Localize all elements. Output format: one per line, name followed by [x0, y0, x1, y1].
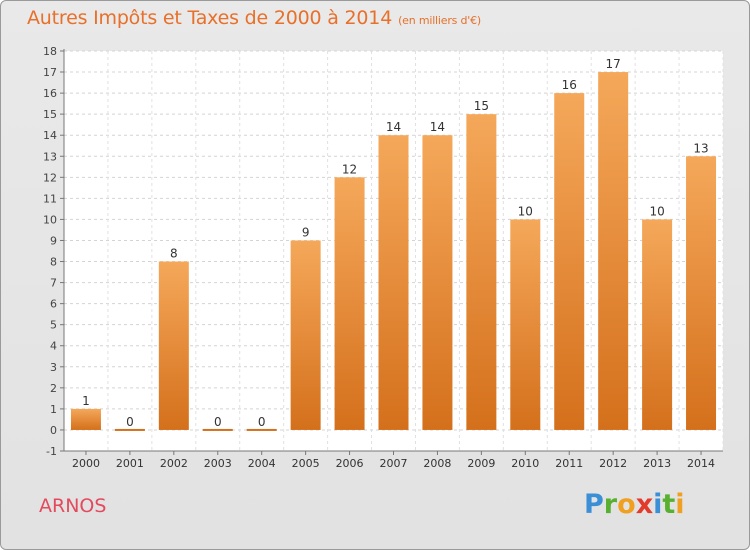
x-tick-label: 2009 [467, 457, 495, 470]
x-tick-label: 2011 [555, 457, 583, 470]
bar [202, 428, 233, 431]
bar [158, 261, 189, 430]
x-tick-label: 2010 [511, 457, 539, 470]
y-tick-label: -1 [46, 445, 57, 458]
bar-value-label: 0 [214, 415, 222, 429]
bar [598, 72, 629, 430]
y-tick-label: 2 [50, 382, 57, 395]
x-tick-label: 2004 [248, 457, 276, 470]
proxiti-logo: Proxiti [584, 489, 685, 520]
y-tick-label: 16 [43, 87, 57, 100]
bar-value-label: 15 [474, 99, 489, 113]
bar [334, 177, 365, 430]
bar [114, 428, 145, 431]
logo-letter: o [617, 489, 636, 520]
y-tick-label: 15 [43, 108, 57, 121]
x-tick-label: 2001 [116, 457, 144, 470]
x-tick-label: 2007 [380, 457, 408, 470]
y-tick-label: 1 [50, 403, 57, 416]
x-tick-label: 2006 [336, 457, 364, 470]
y-tick-label: 12 [43, 171, 57, 184]
bar [290, 240, 321, 430]
logo-letter: t [662, 489, 676, 520]
logo-letter: x [635, 489, 654, 520]
x-tick-label: 2005 [292, 457, 320, 470]
y-tick-label: 18 [43, 45, 57, 58]
bar-value-label: 14 [430, 120, 445, 134]
bar-value-label: 0 [258, 415, 266, 429]
logo-letter: r [603, 489, 618, 520]
bar-value-label: 17 [606, 57, 621, 71]
bar [422, 135, 453, 430]
bar [378, 135, 409, 430]
title-text: Autres Impôts et Taxes de 2000 à 2014 [27, 7, 393, 29]
bar [466, 114, 497, 430]
y-tick-label: 10 [43, 213, 57, 226]
bar-value-label: 1 [82, 394, 90, 408]
y-tick-label: 5 [50, 319, 57, 332]
logo-letter: i [653, 489, 663, 520]
y-tick-label: 13 [43, 150, 57, 163]
bar [510, 219, 541, 430]
y-tick-label: 14 [43, 129, 57, 142]
bar [554, 93, 585, 430]
bar-value-label: 14 [386, 120, 401, 134]
bar-value-label: 16 [562, 78, 577, 92]
chart-title: Autres Impôts et Taxes de 2000 à 2014 (en… [27, 7, 481, 29]
x-tick-label: 2014 [687, 457, 715, 470]
x-tick-label: 2012 [599, 457, 627, 470]
x-tick-label: 2003 [204, 457, 232, 470]
chart-subtitle: (en milliers d'€) [398, 14, 481, 27]
bar-value-label: 12 [342, 162, 357, 176]
y-tick-label: 9 [50, 234, 57, 247]
y-tick-label: 11 [43, 192, 57, 205]
bar-value-label: 13 [693, 141, 708, 155]
y-tick-label: 3 [50, 361, 57, 374]
y-tick-label: 4 [50, 340, 57, 353]
bar-value-label: 10 [649, 204, 664, 218]
logo-letter: P [584, 489, 604, 520]
y-tick-label: 17 [43, 66, 57, 79]
bar [642, 219, 673, 430]
y-tick-label: 8 [50, 256, 57, 269]
bar-value-label: 8 [170, 247, 178, 261]
commune-name: ARNOS [39, 495, 107, 517]
bar [246, 428, 277, 431]
y-tick-label: 6 [50, 298, 57, 311]
y-tick-label: 0 [50, 424, 57, 437]
bar-value-label: 0 [126, 415, 134, 429]
bar-value-label: 9 [302, 225, 310, 239]
y-tick-label: 7 [50, 277, 57, 290]
bar [70, 408, 101, 430]
x-tick-label: 2000 [72, 457, 100, 470]
x-tick-label: 2002 [160, 457, 188, 470]
x-tick-label: 2008 [423, 457, 451, 470]
logo-letter: i [675, 489, 685, 520]
bar [686, 156, 717, 430]
x-tick-label: 2013 [643, 457, 671, 470]
bar-value-label: 10 [518, 204, 533, 218]
